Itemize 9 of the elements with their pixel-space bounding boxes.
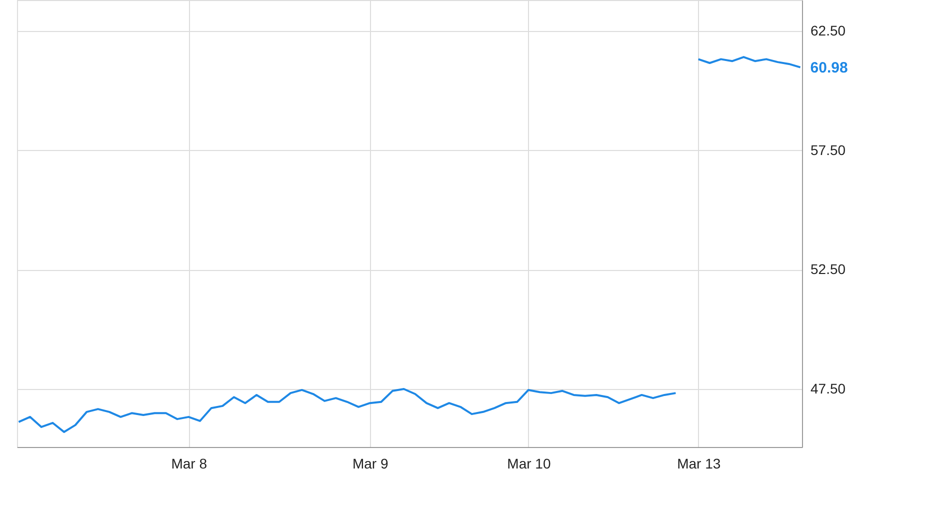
x-tick-label: Mar 10 — [507, 456, 551, 472]
y-tick-label: 47.50 — [810, 380, 846, 397]
x-tick-label: Mar 8 — [171, 456, 208, 472]
x-tick-label: Mar 9 — [352, 456, 388, 472]
y-tick-label: 57.50 — [810, 142, 846, 158]
y-tick-label: 62.50 — [810, 22, 846, 39]
y-tick-label: 52.50 — [810, 261, 846, 278]
x-tick-label: Mar 13 — [677, 456, 721, 472]
text: 60.98 — [810, 59, 848, 76]
